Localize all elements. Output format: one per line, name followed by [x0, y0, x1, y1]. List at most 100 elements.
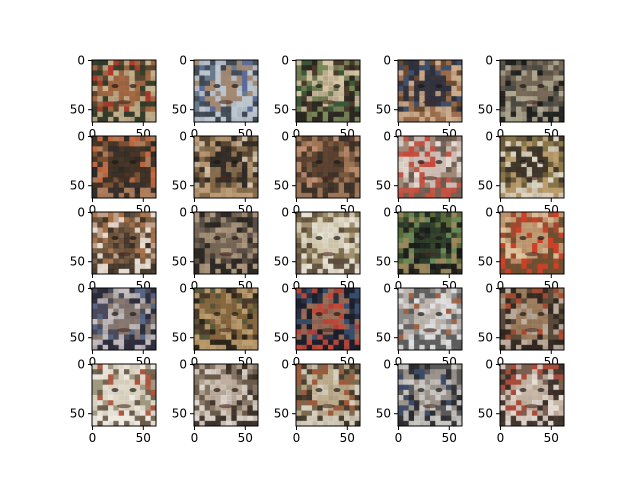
panel-frame [91, 287, 157, 351]
panel-frame [91, 135, 157, 199]
y-tick-label: 50 [172, 255, 187, 269]
y-tick-label: 0 [281, 358, 289, 372]
panel-frame [193, 363, 259, 427]
generated-face-image [194, 364, 258, 426]
generated-face-image [194, 136, 258, 198]
x-tick-label: 0 [89, 203, 97, 217]
y-tick-label: 50 [478, 179, 493, 193]
y-tick-label: 50 [172, 331, 187, 345]
generated-face-image [194, 212, 258, 274]
panel-frame [193, 211, 259, 275]
x-tick-label: 0 [89, 127, 97, 141]
panel-frame [397, 211, 463, 275]
generated-face-image [296, 212, 360, 274]
x-tick-label: 0 [89, 279, 97, 293]
panel-frame [295, 135, 361, 199]
y-tick-label: 50 [376, 103, 391, 117]
generated-face-image [92, 60, 156, 122]
generated-face-image [398, 212, 462, 274]
y-tick-label: 50 [274, 255, 289, 269]
y-tick-label: 50 [478, 407, 493, 421]
x-tick-label: 0 [395, 355, 403, 369]
y-tick-label: 0 [179, 282, 187, 296]
x-tick-label: 0 [293, 279, 301, 293]
y-tick-label: 0 [281, 206, 289, 220]
panel-frame [91, 363, 157, 427]
generated-face-image [194, 60, 258, 122]
generated-face-image [296, 60, 360, 122]
y-tick-label: 0 [281, 54, 289, 68]
y-tick-label: 0 [77, 130, 85, 144]
panel-25: 0 50 0 50 [478, 358, 565, 445]
y-tick-label: 50 [376, 331, 391, 345]
generated-face-image [398, 364, 462, 426]
y-tick-label: 0 [77, 206, 85, 220]
x-tick-label: 0 [191, 355, 199, 369]
panel-frame [499, 59, 565, 123]
generated-face-image [500, 60, 564, 122]
y-tick-label: 50 [478, 255, 493, 269]
y-tick-label: 50 [376, 179, 391, 193]
y-tick-label: 0 [383, 206, 391, 220]
panel-21: 0 50 0 50 [70, 358, 157, 445]
y-tick-label: 0 [383, 54, 391, 68]
generated-face-image [296, 364, 360, 426]
panel-frame [499, 211, 565, 275]
x-tick-label: 0 [191, 431, 199, 445]
generated-face-image [500, 136, 564, 198]
y-tick-label: 0 [179, 130, 187, 144]
y-tick-label: 0 [485, 206, 493, 220]
y-tick-label: 0 [179, 206, 187, 220]
y-tick-label: 50 [478, 331, 493, 345]
generated-face-image [500, 364, 564, 426]
panel-23: 0 50 0 50 [274, 358, 361, 445]
y-tick-label: 0 [485, 130, 493, 144]
generated-face-image [194, 288, 258, 350]
y-tick-label: 50 [172, 179, 187, 193]
panel-frame [295, 287, 361, 351]
generated-face-image [92, 288, 156, 350]
y-tick-label: 0 [77, 54, 85, 68]
y-tick-label: 50 [376, 255, 391, 269]
panel-frame [193, 287, 259, 351]
y-tick-label: 0 [281, 130, 289, 144]
x-tick-label: 0 [191, 279, 199, 293]
panel-frame [499, 287, 565, 351]
generated-face-image [92, 136, 156, 198]
y-tick-label: 50 [172, 103, 187, 117]
x-tick-label: 0 [395, 127, 403, 141]
y-tick-label: 50 [70, 407, 85, 421]
y-tick-label: 0 [383, 282, 391, 296]
panel-frame [499, 363, 565, 427]
y-tick-label: 0 [281, 282, 289, 296]
generated-face-image [92, 364, 156, 426]
panel-frame [295, 59, 361, 123]
panel-frame [397, 363, 463, 427]
generated-face-image [296, 136, 360, 198]
y-tick-label: 0 [77, 282, 85, 296]
x-tick-label: 0 [497, 431, 505, 445]
x-tick-label: 0 [293, 355, 301, 369]
x-tick-label: 0 [191, 127, 199, 141]
y-tick-label: 50 [70, 179, 85, 193]
x-tick-label: 0 [497, 203, 505, 217]
x-tick-label: 50 [442, 431, 457, 445]
panel-frame [397, 135, 463, 199]
y-tick-label: 50 [70, 255, 85, 269]
x-tick-label: 0 [395, 279, 403, 293]
panel-frame [91, 59, 157, 123]
y-tick-label: 50 [478, 103, 493, 117]
panel-frame [193, 135, 259, 199]
y-tick-label: 0 [485, 358, 493, 372]
panel-frame [295, 363, 361, 427]
y-tick-label: 0 [485, 282, 493, 296]
panel-frame [499, 135, 565, 199]
